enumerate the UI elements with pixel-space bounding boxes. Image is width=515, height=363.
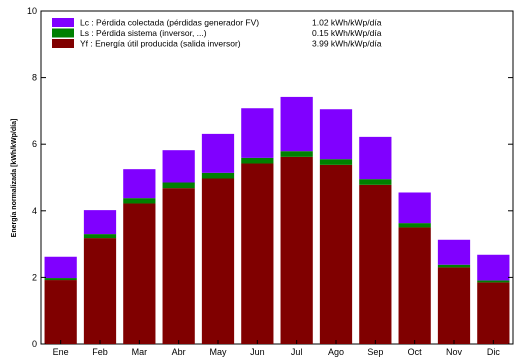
bar-oct-series-2 xyxy=(398,192,431,224)
bar-feb-series-2 xyxy=(83,210,117,235)
legend: Lc : Pérdida colectada (pérdidas generad… xyxy=(52,18,382,49)
bar-ene-series-1 xyxy=(44,278,77,281)
x-tick-label: Ene xyxy=(53,347,69,357)
x-tick-label: May xyxy=(209,347,227,357)
x-tick-label: Nov xyxy=(446,347,463,357)
bar-abr-series-0 xyxy=(162,188,195,344)
bar-may-series-0 xyxy=(201,178,235,344)
legend-value: 0.15 kWh/kWp/día xyxy=(312,28,382,38)
bar-nov-series-1 xyxy=(437,264,471,268)
legend-label: Ls : Pérdida sistema (inversor, ...) xyxy=(80,28,207,38)
legend-swatch xyxy=(52,39,74,48)
bar-mar-series-2 xyxy=(123,169,156,199)
bar-dic-series-1 xyxy=(477,280,510,283)
bar-jun-series-2 xyxy=(241,108,274,158)
bar-mar-series-1 xyxy=(123,198,156,204)
x-tick-label: Ago xyxy=(328,347,344,357)
x-tick-label: Dic xyxy=(487,347,500,357)
bar-feb-series-0 xyxy=(83,238,117,344)
bar-nov-series-0 xyxy=(437,267,471,344)
bar-jul-series-2 xyxy=(280,96,313,152)
y-tick-label: 2 xyxy=(32,272,37,282)
legend-value: 3.99 kWh/kWp/día xyxy=(312,39,382,49)
bar-jun-series-0 xyxy=(241,163,274,344)
x-tick-label: Abr xyxy=(172,347,186,357)
bar-ene-series-0 xyxy=(44,280,77,344)
plot-area xyxy=(40,10,514,345)
bar-jun-series-1 xyxy=(241,157,274,164)
x-tick-label: Sep xyxy=(367,347,383,357)
y-tick-label: 8 xyxy=(32,73,37,83)
legend-value: 1.02 kWh/kWp/día xyxy=(312,18,382,28)
bar-dic-series-0 xyxy=(477,282,510,344)
x-tick-label: Mar xyxy=(132,347,148,357)
bar-nov-series-2 xyxy=(437,239,471,265)
y-tick-label: 6 xyxy=(32,139,37,149)
x-tick-label: Feb xyxy=(92,347,108,357)
bar-sep-series-2 xyxy=(359,136,392,180)
bar-dic-series-2 xyxy=(477,254,510,281)
bar-jul-series-1 xyxy=(280,151,313,157)
legend-swatch xyxy=(52,18,74,27)
bar-mar-series-0 xyxy=(123,203,156,344)
bar-ago-series-1 xyxy=(319,159,353,165)
bar-may-series-1 xyxy=(201,172,235,179)
y-axis: 0 2 4 6 8 10 xyxy=(27,6,513,349)
bar-ene-series-2 xyxy=(44,256,77,279)
bar-ago-series-2 xyxy=(319,109,353,160)
x-axis: Ene Feb Mar Abr May Jun Jul Ago Sep Oct Nov Dic xyxy=(53,340,500,357)
bar-abr-series-1 xyxy=(162,182,195,189)
bar-may-series-2 xyxy=(201,133,235,173)
legend-label: Yf : Energía útil producida (salida inve… xyxy=(80,39,241,49)
bar-jul-series-0 xyxy=(280,156,313,344)
y-axis-label: Energía normalizada [kWh/kWp/día] xyxy=(11,119,18,238)
legend-swatch xyxy=(52,28,74,38)
bars-group xyxy=(44,96,510,344)
x-tick-label: Jul xyxy=(291,347,303,357)
bar-sep-series-0 xyxy=(359,184,392,344)
legend-label: Lc : Pérdida colectada (pérdidas generad… xyxy=(80,18,259,28)
bar-feb-series-1 xyxy=(83,234,117,239)
y-tick-label: 0 xyxy=(32,339,37,349)
x-tick-label: Oct xyxy=(408,347,423,357)
bar-sep-series-1 xyxy=(359,179,392,185)
bar-oct-series-0 xyxy=(398,227,431,344)
bar-abr-series-2 xyxy=(162,150,195,183)
y-tick-label: 4 xyxy=(32,206,37,216)
bar-oct-series-1 xyxy=(398,223,431,228)
bar-ago-series-0 xyxy=(319,164,353,344)
y-tick-label: 10 xyxy=(27,6,37,16)
x-tick-label: Jun xyxy=(250,347,265,357)
